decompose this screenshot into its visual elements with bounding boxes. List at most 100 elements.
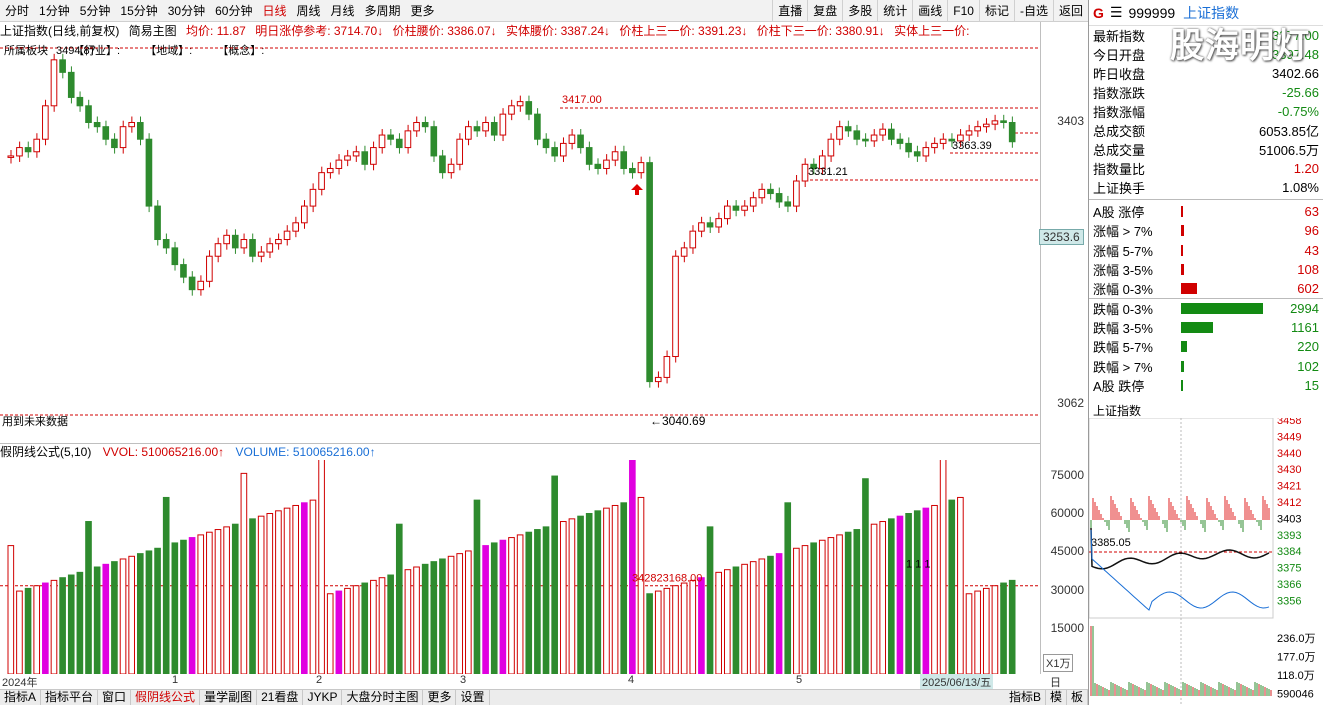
period-tab-4[interactable]: 30分钟 (167, 3, 206, 18)
mini-volume-tick: 590046 (1277, 689, 1314, 701)
volume-indicator-name[interactable]: 假阴线公式(5,10) (0, 445, 92, 459)
bottom-right-button-1[interactable]: 模 (1046, 690, 1067, 705)
volume-bar (672, 585, 679, 674)
toolbar-button-2[interactable]: 多股 (842, 0, 877, 22)
period-tab-5[interactable]: 60分钟 (215, 3, 253, 18)
stat-value: -0.75% (1277, 104, 1319, 119)
volume-bar (715, 571, 722, 674)
mini-price-tick: 3430 (1277, 464, 1301, 476)
toolbar-button-6[interactable]: 标记 (978, 0, 1014, 22)
candle (231, 229, 239, 254)
volume-bar (404, 569, 412, 674)
bottom-tab-8[interactable]: 更多 (423, 690, 457, 705)
x-date-tag: 2025/06/13/五 (920, 674, 994, 690)
dist-row: 涨幅 0-3% 602 (1089, 279, 1323, 298)
candle (508, 99, 515, 121)
candle (793, 175, 800, 213)
indicator-name[interactable]: 简易主图 (128, 24, 177, 38)
period-tab-1[interactable]: 1分钟 (39, 3, 70, 18)
dist-row: 涨幅 3-5% 108 (1089, 260, 1323, 279)
volume-bar (352, 585, 360, 674)
toolbar-button-4[interactable]: 画线 (912, 0, 947, 22)
toolbar-button-1[interactable]: 复盘 (807, 0, 842, 22)
candle (827, 133, 835, 162)
body-upper-third-price: 实体上三一价: (894, 24, 970, 38)
dist-row: A股 涨停 63 (1089, 202, 1323, 221)
stat-value: 1.08% (1282, 180, 1319, 195)
candle (525, 95, 533, 121)
stat-label: 昨日收盘 (1093, 67, 1146, 82)
stat-row: 指数涨跌 -25.66 (1089, 83, 1323, 102)
x-label-apr: 4 (628, 674, 635, 686)
candle (853, 124, 861, 146)
period-tab-2[interactable]: 5分钟 (79, 3, 111, 18)
stat-label: 总成交量 (1093, 143, 1146, 158)
toolbar-button-5[interactable]: F10 (947, 0, 979, 22)
mini-price-tick: 3375 (1277, 563, 1301, 575)
volume-bar (534, 529, 541, 674)
bottom-right-button-2[interactable]: 板 (1067, 690, 1088, 705)
dist-value: 220 (1297, 339, 1319, 355)
toolbar-button-7[interactable]: -自选 (1013, 0, 1053, 22)
bottom-tab-0[interactable]: 指标A (0, 690, 42, 705)
volume-bar (818, 539, 826, 674)
bottom-tab-9[interactable]: 设置 (456, 690, 490, 705)
candle (188, 271, 196, 296)
period-tab-0[interactable]: 分时 (5, 3, 30, 18)
candle (223, 229, 230, 250)
volume-bar (128, 555, 135, 674)
volume-bar (490, 542, 498, 674)
volume-bar (957, 496, 964, 674)
volume-bar (1000, 582, 1007, 674)
period-tab-3[interactable]: 15分钟 (120, 3, 158, 18)
dist-row: 跌幅 5-7% 220 (1089, 337, 1323, 356)
candle (542, 133, 550, 154)
bottom-tab-7[interactable]: 大盘分时主图 (342, 690, 424, 705)
price-tick-3062: 3062 (1057, 396, 1084, 410)
period-tab-10[interactable]: 更多 (410, 3, 435, 18)
volume-chart[interactable]: 342823168.00 1 1 1 (0, 460, 1040, 674)
dist-value: 108 (1297, 262, 1319, 278)
volume-bar (974, 590, 981, 674)
bottom-tab-1[interactable]: 指标平台 (41, 690, 99, 705)
bottom-tab-3[interactable]: 假阴线公式 (131, 690, 201, 705)
candle (784, 195, 792, 213)
candle (654, 371, 662, 388)
stat-row: 今日开盘 3397.48 (1089, 45, 1323, 64)
candle (292, 216, 300, 238)
bottom-right-button-0[interactable]: 指标B (1005, 690, 1046, 705)
waist-price: 价柱腰价: 3386.07↓ (392, 24, 497, 38)
toolbar-button-8[interactable]: 返回 (1052, 0, 1088, 22)
dist-label: A股 涨停 (1093, 205, 1145, 221)
stat-row: 指数涨幅 -0.75% (1089, 102, 1323, 121)
candle (430, 120, 438, 162)
dist-label: 跌幅 3-5% (1093, 320, 1153, 336)
volume-bar (965, 593, 973, 674)
period-tab-9[interactable]: 多周期 (364, 3, 401, 18)
volume-bar (853, 529, 861, 674)
bottom-tab-6[interactable]: JYKP (303, 690, 343, 705)
volume-bar (93, 566, 101, 674)
menu-icon[interactable]: ☰ (1109, 4, 1123, 20)
sector-industry: 【行业】: (73, 45, 121, 57)
volume-bar (85, 521, 92, 674)
mini-price-tick: 3449 (1277, 431, 1301, 443)
level-3363-label: 3363.39 (952, 140, 992, 152)
volume-bar (102, 563, 110, 674)
toolbar-button-3[interactable]: 统计 (877, 0, 912, 22)
volume-bar (67, 574, 75, 674)
bottom-tab-2[interactable]: 窗口 (98, 690, 132, 705)
toolbar-button-0[interactable]: 直播 (772, 0, 807, 22)
stat-row: 上证换手 1.08% (1089, 178, 1323, 197)
bottom-tab-4[interactable]: 量学副图 (200, 690, 258, 705)
bottom-tab-5[interactable]: 21看盘 (257, 690, 304, 705)
volume-bar (119, 558, 127, 674)
future-data-note: 用到未来数据 (2, 414, 68, 428)
candle (611, 145, 619, 167)
candlestick-chart[interactable]: 3494.87 3417.00 3363.39 3331.21 ←3040.69 用到未来… (0, 40, 1040, 442)
period-tab-6[interactable]: 日线 (262, 3, 287, 18)
quote-title: G ☰ 999999 上证指数 (1089, 0, 1323, 26)
intraday-mini-chart[interactable]: 3458 3449 3440 3430 3421 3412 3403 3393 3384 3375… (1089, 418, 1323, 705)
period-tab-7[interactable]: 周线 (296, 3, 321, 18)
period-tab-8[interactable]: 月线 (330, 3, 355, 18)
